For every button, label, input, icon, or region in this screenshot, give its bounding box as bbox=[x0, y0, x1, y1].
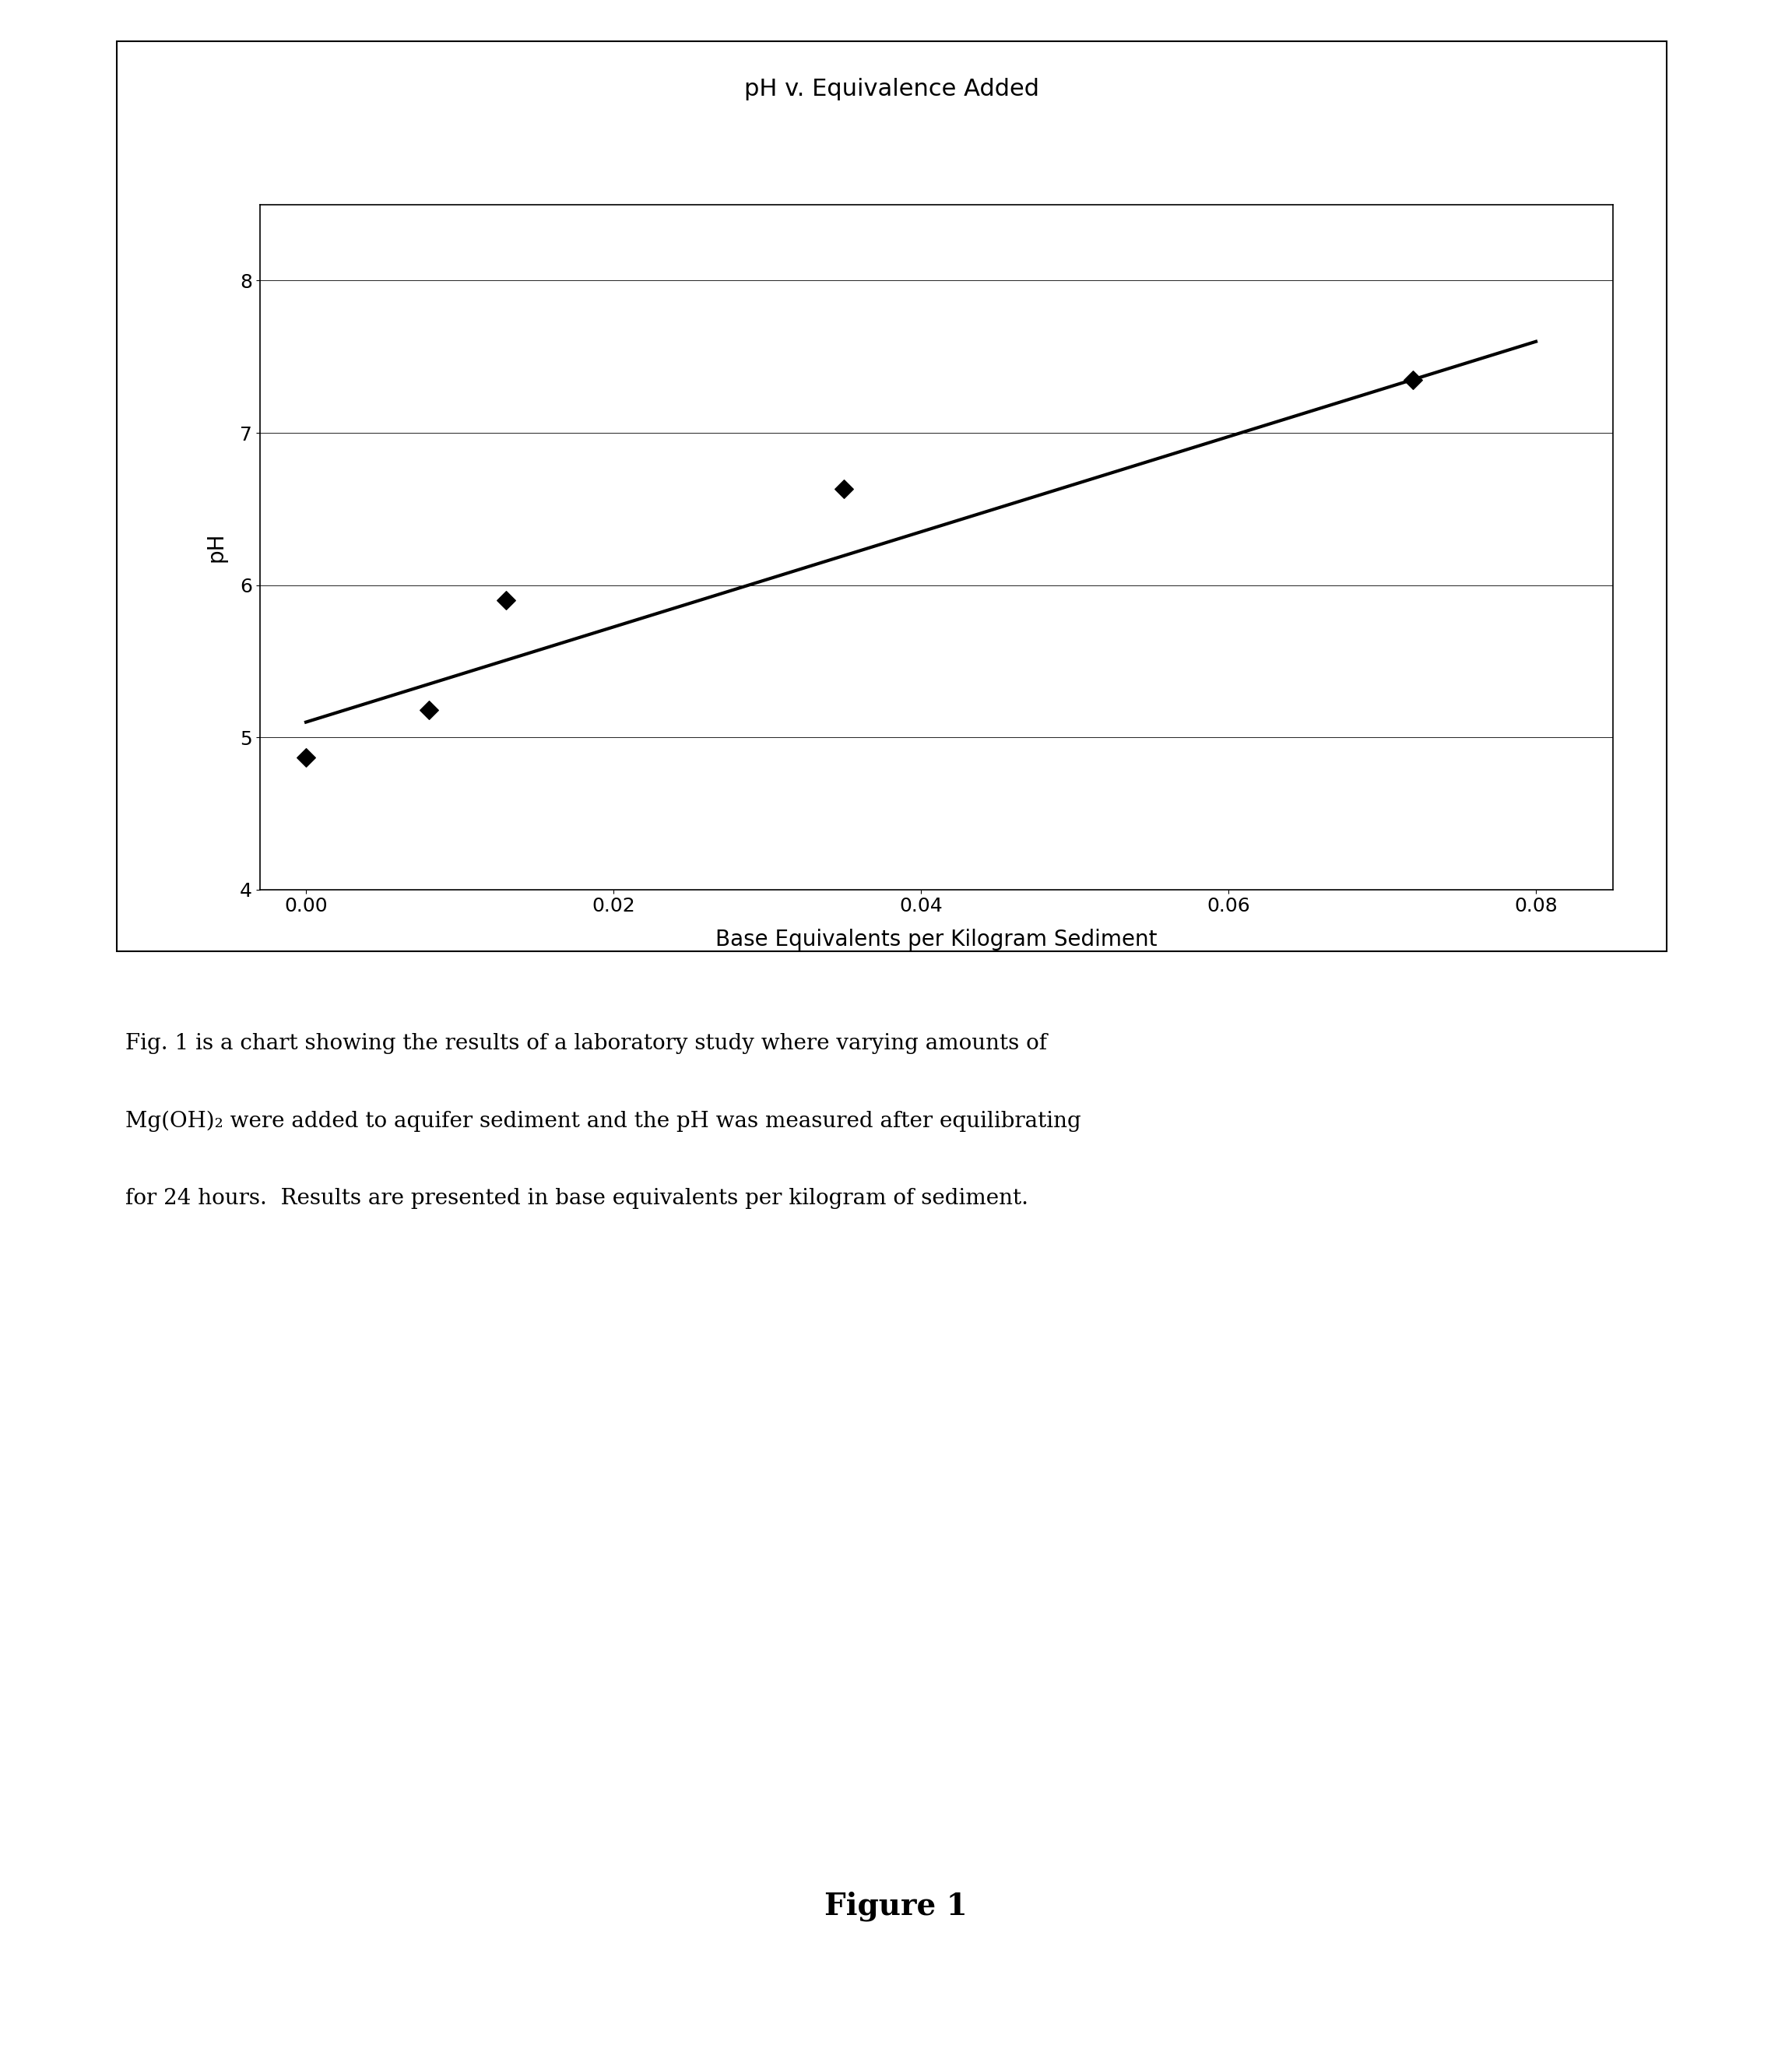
Point bbox=[491, 585, 520, 618]
Text: pH v. Equivalence Added: pH v. Equivalence Added bbox=[744, 78, 1039, 100]
Point bbox=[414, 693, 443, 726]
X-axis label: Base Equivalents per Kilogram Sediment: Base Equivalents per Kilogram Sediment bbox=[715, 928, 1158, 951]
Point bbox=[1398, 364, 1426, 397]
Text: Fig. 1 is a chart showing the results of a laboratory study where varying amount: Fig. 1 is a chart showing the results of… bbox=[125, 1033, 1047, 1053]
Y-axis label: pH: pH bbox=[204, 532, 228, 562]
Text: Mg(OH)₂ were added to aquifer sediment and the pH was measured after equilibrati: Mg(OH)₂ were added to aquifer sediment a… bbox=[125, 1110, 1081, 1131]
Point bbox=[292, 740, 321, 773]
Point bbox=[830, 472, 858, 505]
Text: Figure 1: Figure 1 bbox=[824, 1892, 968, 1922]
Text: for 24 hours.  Results are presented in base equivalents per kilogram of sedimen: for 24 hours. Results are presented in b… bbox=[125, 1188, 1029, 1209]
